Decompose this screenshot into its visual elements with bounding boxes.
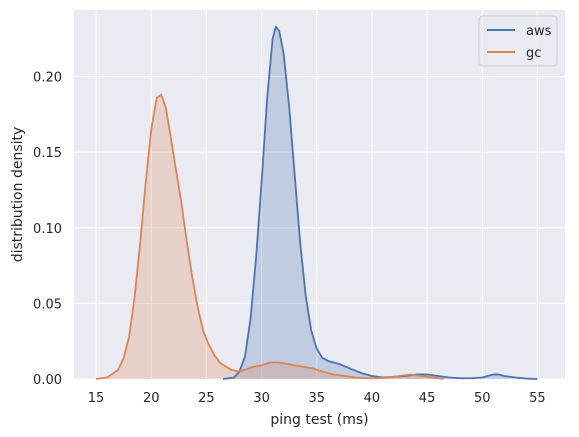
y-tick-label: 0.05 — [33, 297, 62, 312]
y-axis-label: distribution density — [10, 127, 26, 263]
x-axis-label: ping test (ms) — [270, 412, 368, 428]
y-tick-label: 0.10 — [33, 222, 62, 237]
y-tick-label: 0.20 — [33, 71, 62, 86]
x-tick-label: 20 — [143, 391, 160, 406]
x-tick-label: 15 — [88, 391, 105, 406]
y-tick-label: 0.15 — [33, 146, 62, 161]
legend-label-aws: aws — [526, 24, 552, 39]
x-tick-label: 55 — [529, 391, 546, 406]
x-tick-label: 50 — [474, 391, 491, 406]
y-axis-ticks: 0.00 0.05 0.10 0.15 0.20 — [33, 71, 62, 388]
legend-label-gc: gc — [526, 46, 541, 61]
legend: aws gc — [479, 16, 557, 66]
x-tick-label: 45 — [419, 391, 436, 406]
x-tick-label: 25 — [198, 391, 215, 406]
x-axis-ticks: 15 20 25 30 35 40 45 50 55 — [88, 391, 546, 406]
x-tick-label: 30 — [253, 391, 270, 406]
x-tick-label: 35 — [308, 391, 325, 406]
y-tick-label: 0.00 — [33, 373, 62, 388]
x-tick-label: 40 — [364, 391, 381, 406]
